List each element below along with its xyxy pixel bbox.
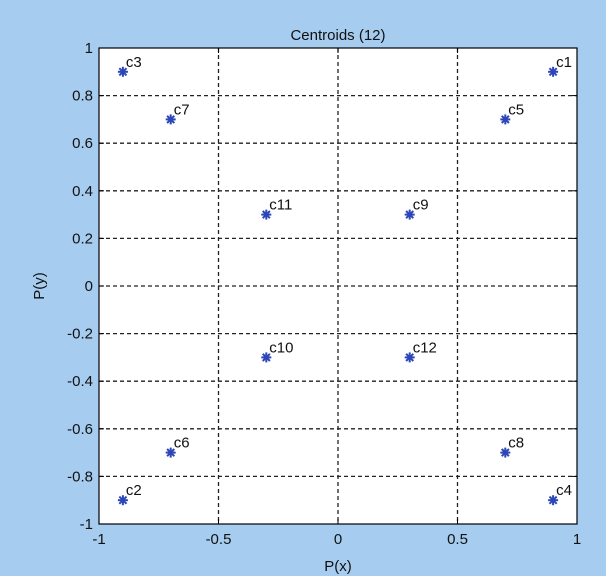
x-tick-label: 1 xyxy=(573,531,581,548)
point-label: c6 xyxy=(174,435,190,452)
x-axis-title: P(x) xyxy=(324,558,352,575)
point-label: c9 xyxy=(413,197,429,214)
point-label: c8 xyxy=(508,435,524,452)
y-tick-label: -0.4 xyxy=(67,373,93,390)
point-label: c4 xyxy=(556,482,572,499)
data-point-c11: c11 xyxy=(261,197,292,220)
data-point-c9: c9 xyxy=(404,197,429,220)
y-tick-label: -0.6 xyxy=(67,421,93,438)
point-label: c2 xyxy=(126,482,142,499)
data-point-c5: c5 xyxy=(500,101,524,125)
y-axis-title: P(y) xyxy=(31,272,48,300)
data-point-c7: c7 xyxy=(165,101,190,125)
data-point-c1: c1 xyxy=(548,54,572,77)
grid xyxy=(99,48,577,524)
data-points: c1 c2 c3 c4 c5 c6 c7 c8 c9 c10 c11 c12 xyxy=(117,54,572,506)
y-tick-label: -1 xyxy=(80,516,93,533)
point-marker xyxy=(548,495,558,505)
point-label: c1 xyxy=(556,54,572,71)
point-label: c11 xyxy=(269,197,292,214)
y-tick-label: -0.8 xyxy=(67,468,93,485)
point-marker xyxy=(405,353,415,362)
point-marker xyxy=(261,353,271,362)
y-tick-label: 1 xyxy=(85,40,93,57)
point-label: c12 xyxy=(413,339,437,356)
data-point-c8: c8 xyxy=(500,435,524,458)
point-marker xyxy=(118,495,128,505)
data-point-c10: c10 xyxy=(261,339,293,363)
x-tick-label: 0 xyxy=(334,531,342,548)
point-marker xyxy=(261,210,271,219)
point-label: c10 xyxy=(269,339,293,356)
y-tick-label: 0.8 xyxy=(72,88,93,105)
point-marker xyxy=(548,67,558,77)
point-marker xyxy=(166,115,176,124)
y-tick-label: 0.2 xyxy=(72,230,93,247)
point-marker xyxy=(118,67,128,77)
y-tick-label: 0.6 xyxy=(72,135,93,152)
chart-title: Centroids (12) xyxy=(290,27,385,44)
x-tick-label: -1 xyxy=(92,531,105,548)
data-point-c2: c2 xyxy=(117,482,142,506)
data-point-c3: c3 xyxy=(117,54,142,77)
point-marker xyxy=(405,210,415,219)
point-label: c3 xyxy=(126,54,142,71)
point-marker xyxy=(166,448,176,457)
point-label: c5 xyxy=(508,101,524,118)
y-tick-label: 0 xyxy=(85,278,93,295)
data-point-c12: c12 xyxy=(404,339,437,363)
x-tick-label: -0.5 xyxy=(206,531,232,548)
y-tick-label: 0.4 xyxy=(72,183,93,200)
point-marker xyxy=(500,448,510,457)
y-tick-label: -0.2 xyxy=(67,326,93,343)
data-point-c4: c4 xyxy=(548,482,572,506)
x-tick-label: 0.5 xyxy=(447,531,468,548)
point-marker xyxy=(500,115,510,124)
ticks: -1 -0.5 0 0.5 1 1 0.8 0.6 0.4 0.2 0 -0.2 -0.4 -0.6 -0.… xyxy=(67,40,581,548)
point-label: c7 xyxy=(174,101,190,118)
data-point-c6: c6 xyxy=(165,435,190,458)
